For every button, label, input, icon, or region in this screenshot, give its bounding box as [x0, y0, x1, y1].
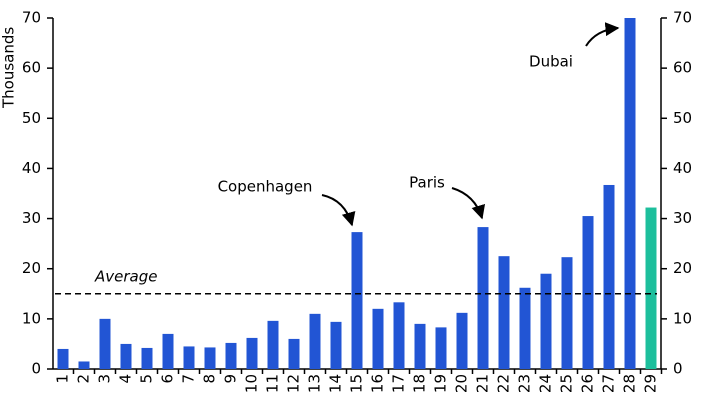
y-tick-label: 70 — [22, 9, 41, 27]
bar — [162, 333, 174, 369]
y-tick-label: 0 — [31, 360, 41, 378]
x-tick-label: 22 — [495, 374, 513, 393]
x-tick-label: 8 — [201, 374, 219, 384]
bar — [141, 347, 153, 369]
annotation: Paris — [409, 174, 445, 192]
x-tick-label: 19 — [432, 374, 450, 393]
x-tick-label: 14 — [327, 374, 345, 393]
x-tick-label: 9 — [222, 374, 240, 384]
x-tick-label: 7 — [180, 374, 198, 384]
y2-tick-label: 20 — [673, 259, 692, 277]
bar — [288, 338, 300, 369]
x-tick-label: 12 — [285, 374, 303, 393]
y2-tick-label: 40 — [673, 159, 692, 177]
bar — [519, 287, 531, 369]
y2-tick-label: 0 — [673, 360, 683, 378]
x-tick-label: 26 — [579, 374, 597, 393]
y-tick-label: 40 — [22, 159, 41, 177]
x-tick-label: 16 — [369, 374, 387, 393]
annotation-arrow — [585, 22, 620, 47]
annotation-arrow — [451, 187, 486, 220]
y2-tick-label: 70 — [673, 9, 692, 27]
x-tick-label: 1 — [54, 374, 72, 384]
x-tick-label: 27 — [600, 374, 618, 393]
bar — [498, 256, 510, 369]
y-axis-label: Thousands — [0, 27, 18, 109]
bar — [561, 257, 573, 369]
bar — [225, 342, 237, 369]
y2-tick-label: 60 — [673, 59, 692, 77]
bar — [603, 184, 615, 369]
bar — [477, 227, 489, 369]
x-tick-label: 28 — [621, 374, 639, 393]
average-label: Average — [94, 267, 157, 285]
bar — [435, 327, 447, 369]
x-tick-label: 25 — [558, 374, 576, 393]
bar — [309, 313, 321, 369]
y2-tick-label: 50 — [673, 109, 692, 127]
y-tick-label: 50 — [22, 109, 41, 127]
x-tick-label: 11 — [264, 374, 282, 393]
bar — [582, 216, 594, 369]
bar — [267, 320, 279, 369]
bar — [624, 18, 636, 369]
x-tick-label: 3 — [96, 374, 114, 384]
x-tick-label: 20 — [453, 374, 471, 393]
bar — [351, 232, 363, 369]
bar — [99, 318, 111, 369]
bar — [372, 308, 384, 369]
x-tick-label: 13 — [306, 374, 324, 393]
y-tick-label: 20 — [22, 259, 41, 277]
annotation: Copenhagen — [218, 178, 313, 196]
x-tick-label: 2 — [75, 374, 93, 384]
y-tick-label: 10 — [22, 309, 41, 327]
x-tick-label: 24 — [537, 374, 555, 393]
y-tick-label: 30 — [22, 209, 41, 227]
x-tick-label: 18 — [411, 374, 429, 393]
x-tick-label: 21 — [474, 374, 492, 393]
x-tick-label: 6 — [159, 374, 177, 384]
bar — [330, 321, 342, 369]
x-tick-label: 10 — [243, 374, 261, 393]
x-tick-label: 29 — [642, 374, 660, 393]
annotation-arrow — [321, 194, 356, 227]
x-tick-label: 15 — [348, 374, 366, 393]
x-tick-label: 17 — [390, 374, 408, 393]
x-tick-label: 5 — [138, 374, 156, 384]
bar — [246, 337, 258, 369]
bar — [540, 273, 552, 369]
bar — [120, 343, 132, 369]
bar — [183, 346, 195, 369]
bar — [78, 361, 90, 369]
x-tick-label: 23 — [516, 374, 534, 393]
y-tick-label: 60 — [22, 59, 41, 77]
bar — [414, 323, 426, 369]
bar — [204, 347, 216, 369]
annotation: Dubai — [529, 53, 573, 71]
y2-tick-label: 10 — [673, 309, 692, 327]
bar — [645, 207, 657, 369]
bar — [393, 302, 405, 369]
bar — [57, 348, 69, 369]
x-tick-label: 4 — [117, 374, 135, 384]
y2-tick-label: 30 — [673, 209, 692, 227]
bar — [456, 312, 468, 369]
